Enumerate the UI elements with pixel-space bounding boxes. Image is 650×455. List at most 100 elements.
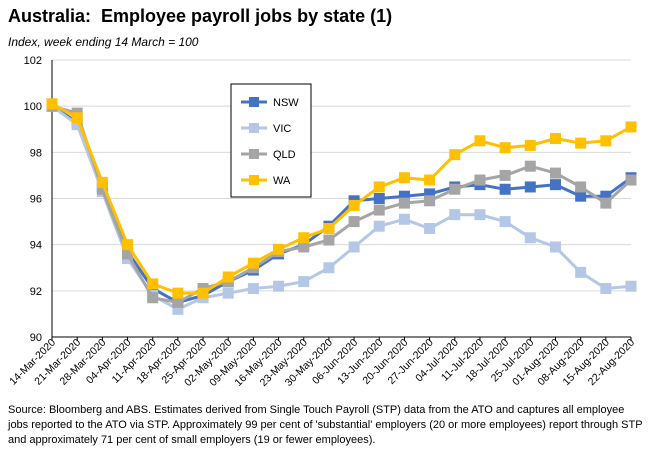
- data-point: [323, 223, 335, 235]
- data-point: [549, 179, 561, 191]
- data-point: [499, 169, 511, 181]
- data-point: [449, 149, 461, 161]
- data-point: [273, 280, 285, 292]
- legend-label: QLD: [273, 149, 296, 161]
- data-point: [524, 232, 536, 244]
- data-point: [273, 243, 285, 255]
- data-point: [373, 204, 385, 216]
- data-point: [474, 209, 486, 221]
- data-point: [398, 190, 410, 202]
- data-point: [197, 287, 209, 299]
- series-nsw: [46, 100, 637, 308]
- data-point: [499, 216, 511, 228]
- data-point: [398, 197, 410, 209]
- legend-marker: [249, 97, 259, 107]
- y-tick-label: 90: [30, 332, 42, 344]
- data-point: [247, 283, 259, 295]
- legend-item-nsw: NSW: [241, 97, 299, 109]
- data-point: [474, 174, 486, 186]
- data-point: [474, 135, 486, 147]
- data-point: [398, 213, 410, 225]
- data-point: [600, 283, 612, 295]
- data-point: [298, 276, 310, 288]
- legend-item-wa: WA: [241, 175, 291, 187]
- data-point: [323, 234, 335, 246]
- data-point: [172, 287, 184, 299]
- data-point: [398, 172, 410, 184]
- legend: NSW VIC QLD WA: [230, 83, 312, 198]
- data-point: [575, 190, 587, 202]
- data-point: [373, 181, 385, 193]
- data-point: [524, 160, 536, 172]
- series-wa: [46, 98, 637, 299]
- data-point: [575, 266, 587, 278]
- gridlines: [52, 59, 631, 338]
- data-point: [147, 278, 159, 290]
- data-point: [247, 257, 259, 269]
- data-point: [71, 112, 83, 124]
- data-point: [46, 98, 58, 110]
- data-point: [549, 167, 561, 179]
- legend-item-qld: QLD: [241, 149, 296, 161]
- legend-marker: [249, 149, 259, 159]
- data-point: [298, 241, 310, 253]
- data-point: [549, 132, 561, 144]
- data-point: [625, 121, 637, 133]
- data-point: [449, 183, 461, 195]
- chart-subtitle: Index, week ending 14 March = 100: [8, 35, 199, 49]
- data-point: [172, 296, 184, 308]
- data-point: [373, 220, 385, 232]
- data-point: [499, 183, 511, 195]
- data-point: [575, 181, 587, 193]
- data-point: [222, 287, 234, 299]
- data-point: [424, 195, 436, 207]
- data-point: [600, 197, 612, 209]
- data-point: [147, 292, 159, 304]
- data-point: [575, 137, 587, 149]
- y-tick-label: 96: [30, 194, 42, 206]
- data-point: [96, 183, 108, 195]
- data-point: [172, 303, 184, 315]
- series-vic: [46, 100, 637, 315]
- data-point: [499, 142, 511, 154]
- legend-label: WA: [273, 175, 291, 187]
- data-point: [348, 241, 360, 253]
- y-tick-label: 98: [30, 147, 42, 159]
- y-tick-label: 102: [24, 55, 42, 67]
- legend-marker: [249, 123, 259, 133]
- series-lines: [46, 98, 637, 315]
- data-point: [549, 241, 561, 253]
- data-point: [348, 216, 360, 228]
- data-point: [298, 232, 310, 244]
- legend-item-vic: VIC: [241, 123, 291, 135]
- data-point: [424, 188, 436, 200]
- data-point: [122, 248, 134, 260]
- data-point: [524, 181, 536, 193]
- series-line: [51, 104, 633, 304]
- data-point: [323, 262, 335, 274]
- data-point: [600, 190, 612, 202]
- data-point: [96, 176, 108, 188]
- data-point: [71, 119, 83, 131]
- data-point: [122, 239, 134, 251]
- data-point: [424, 174, 436, 186]
- data-point: [625, 280, 637, 292]
- y-axis: 90 92 94 96 98 100 102: [24, 55, 53, 344]
- y-tick-label: 100: [24, 101, 42, 113]
- x-axis: 14-Mar-202021-Mar-202028-Mar-202004-Apr-…: [7, 336, 637, 389]
- data-point: [348, 199, 360, 211]
- data-point: [600, 135, 612, 147]
- data-point: [424, 223, 436, 235]
- series-qld: [46, 100, 637, 308]
- source-note: Source: Bloomberg and ABS. Estimates der…: [8, 404, 643, 446]
- y-tick-label: 94: [30, 240, 42, 252]
- chart-title: Australia: Employee payroll jobs by stat…: [8, 6, 393, 26]
- legend-marker: [249, 175, 259, 185]
- data-point: [222, 271, 234, 283]
- series-line: [51, 104, 632, 311]
- data-point: [625, 174, 637, 186]
- legend-label: NSW: [273, 97, 299, 109]
- legend-label: VIC: [273, 123, 291, 135]
- y-tick-label: 92: [30, 286, 42, 298]
